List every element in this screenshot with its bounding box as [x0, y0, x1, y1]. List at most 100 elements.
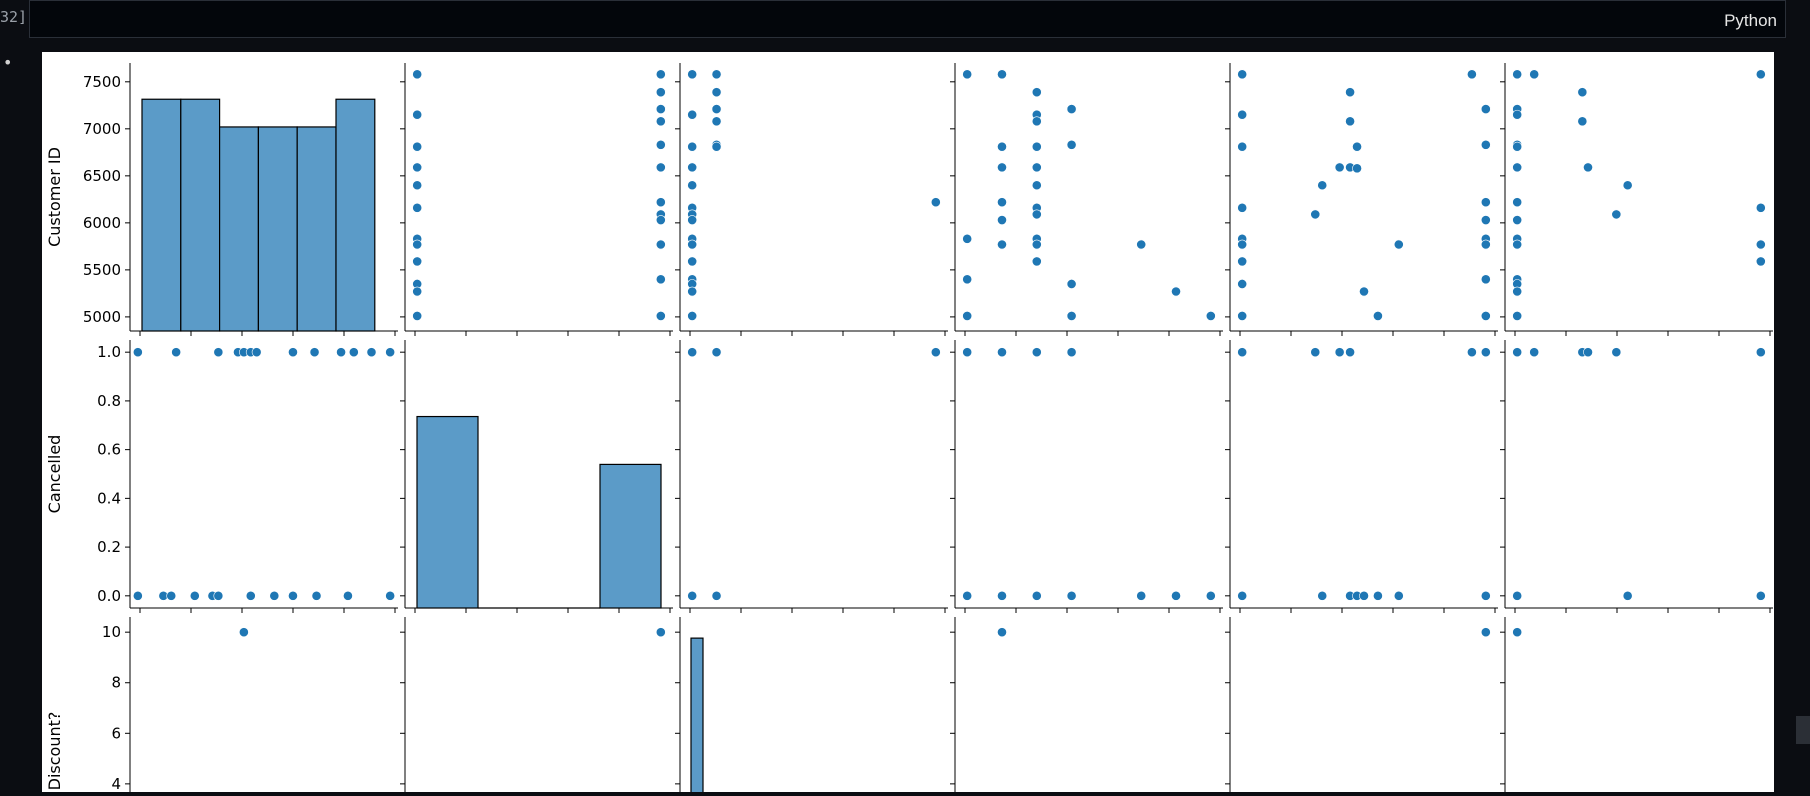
scatter-point: [1237, 202, 1248, 213]
scatter-point: [1577, 87, 1588, 98]
scatter-point: [997, 239, 1007, 250]
scatter-point: [655, 274, 666, 285]
scatter-point: [1136, 590, 1147, 601]
scatter-point: [1529, 69, 1540, 80]
scatter-point: [1466, 69, 1477, 80]
scatter-point: [711, 141, 722, 152]
code-cell-header: Python: [29, 0, 1786, 38]
scatter-point: [1066, 590, 1077, 601]
scatter-point: [1031, 162, 1042, 173]
scatter-point: [1031, 141, 1042, 152]
scatter-point: [655, 215, 666, 225]
scatter-point: [1622, 590, 1633, 601]
scatter-point: [336, 347, 346, 358]
scatter-point: [343, 590, 353, 601]
scatter-point: [366, 347, 377, 358]
scatter-point: [238, 627, 249, 638]
language-label[interactable]: Python: [1724, 11, 1777, 30]
y-tick-label: 7000: [83, 120, 121, 138]
scatter-point: [1031, 347, 1042, 358]
scatter-point: [1066, 347, 1077, 358]
scatter-point: [1512, 627, 1523, 638]
scatter-point: [711, 116, 722, 127]
scatter-point: [962, 274, 973, 285]
scatter-point: [1480, 139, 1491, 150]
scatter-point: [687, 239, 698, 250]
scatter-point: [1310, 347, 1321, 358]
y-tick-label: 0.2: [97, 538, 121, 556]
histogram-bar: [335, 98, 376, 332]
scatter-point: [997, 215, 1007, 225]
scatter-point: [1755, 202, 1766, 213]
scatter-point: [1317, 180, 1328, 191]
scatter-point: [1480, 104, 1491, 114]
histogram-bar: [219, 126, 260, 332]
scatter-point: [655, 139, 666, 150]
scatter-point: [1480, 239, 1491, 250]
scatter-point: [213, 347, 224, 358]
scatter-point: [1755, 256, 1766, 267]
scatter-point: [1611, 347, 1622, 358]
y-tick-label: 0.0: [97, 587, 121, 605]
scatter-point: [930, 347, 941, 358]
scatter-point: [1031, 256, 1042, 267]
scatter-point: [930, 197, 941, 208]
scatter-point: [412, 202, 423, 213]
scatter-point: [655, 239, 666, 250]
scatter-point: [1205, 590, 1216, 601]
scatter-point: [711, 69, 722, 80]
scatter-point: [412, 286, 423, 297]
scatter-point: [962, 347, 973, 358]
y-tick-label: 7500: [83, 73, 121, 91]
scatter-point: [213, 590, 224, 601]
scatter-point: [1237, 141, 1248, 152]
scatter-point: [1512, 141, 1523, 152]
scatter-point: [1345, 116, 1355, 127]
scatter-point: [1512, 215, 1523, 225]
scatter-point: [1136, 239, 1147, 250]
histogram-bar: [257, 126, 298, 332]
histogram-bar: [416, 415, 479, 609]
y-tick-label: 0.8: [97, 392, 121, 410]
scatter-point: [1310, 209, 1321, 220]
scatter-point: [1031, 87, 1042, 98]
scatter-point: [1237, 256, 1248, 267]
scatter-point: [1583, 162, 1593, 173]
scatter-point: [1393, 239, 1404, 250]
scatter-point: [687, 347, 698, 358]
scatter-point: [997, 69, 1007, 80]
scatter-point: [1512, 162, 1523, 173]
scrollbar-thumb[interactable]: [1796, 716, 1810, 744]
scatter-point: [1583, 347, 1593, 358]
scatter-point: [1237, 239, 1248, 250]
scatter-point: [245, 590, 256, 601]
scatter-point: [711, 347, 722, 358]
scatter-point: [1031, 590, 1042, 601]
scatter-point: [1352, 163, 1362, 174]
scatter-point: [1237, 590, 1248, 601]
scatter-point: [687, 256, 698, 267]
scatter-point: [655, 116, 666, 127]
scatter-point: [687, 215, 698, 225]
y-tick-label: 5500: [83, 261, 121, 279]
scatter-point: [1237, 279, 1248, 289]
scatter-point: [1171, 590, 1181, 601]
execution-count: 32]: [0, 8, 28, 26]
scatter-point: [1066, 139, 1077, 150]
histogram-bar: [296, 126, 337, 332]
scatter-point: [687, 141, 698, 152]
scatter-point: [1345, 87, 1355, 98]
scatter-point: [1512, 239, 1523, 250]
scatter-point: [1334, 347, 1345, 358]
scatter-point: [962, 69, 973, 80]
scatter-point: [1755, 69, 1766, 80]
scatter-point: [412, 141, 423, 152]
scatter-point: [309, 347, 320, 358]
scatter-point: [1345, 347, 1355, 358]
scatter-point: [1755, 590, 1766, 601]
scatter-point: [655, 627, 666, 638]
scatter-point: [1512, 286, 1523, 297]
y-axis-label: Cancelled: [45, 435, 64, 514]
scatter-point: [1480, 215, 1491, 225]
scatter-point: [962, 233, 973, 244]
